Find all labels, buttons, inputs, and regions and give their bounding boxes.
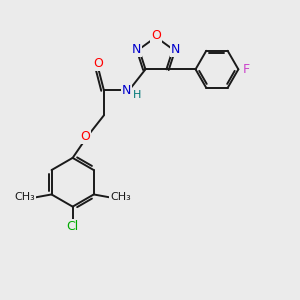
Text: CH₃: CH₃ bbox=[14, 192, 35, 203]
Text: O: O bbox=[151, 29, 161, 42]
Text: Cl: Cl bbox=[67, 220, 79, 233]
Text: N: N bbox=[132, 43, 141, 56]
Text: F: F bbox=[243, 63, 250, 76]
Text: O: O bbox=[80, 130, 90, 143]
Text: N: N bbox=[171, 43, 180, 56]
Text: H: H bbox=[133, 91, 142, 100]
Text: O: O bbox=[94, 58, 103, 70]
Text: N: N bbox=[122, 84, 131, 97]
Text: CH₃: CH₃ bbox=[110, 192, 131, 203]
